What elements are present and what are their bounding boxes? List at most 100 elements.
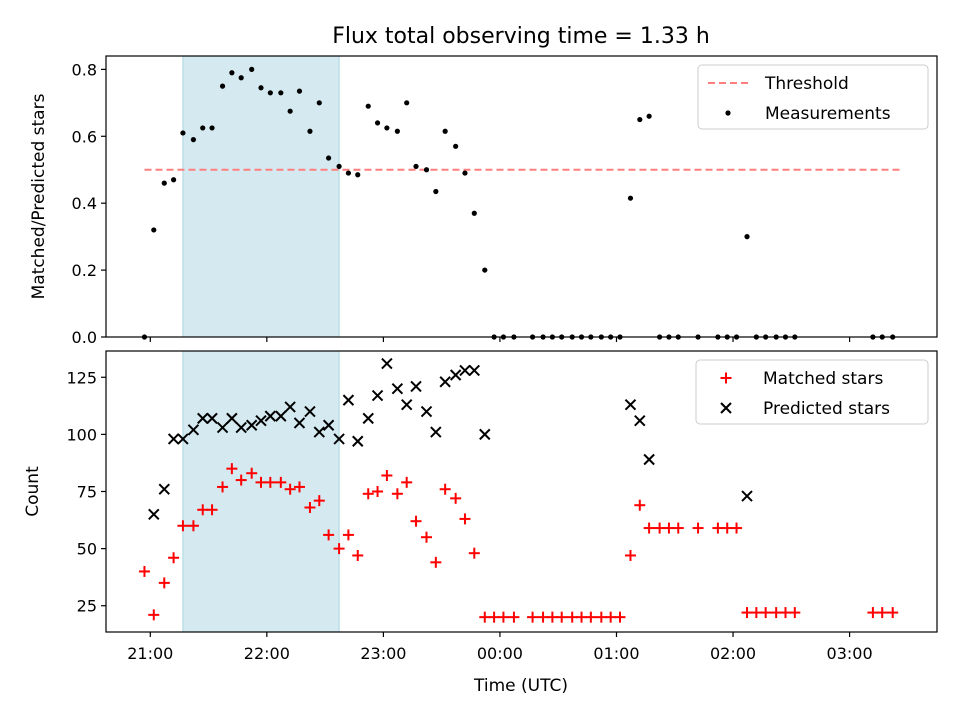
data-point — [381, 357, 393, 370]
data-point — [249, 66, 255, 72]
data-point — [410, 380, 422, 393]
y-tick-label: 0.2 — [72, 261, 97, 280]
data-point — [190, 137, 197, 143]
data-point — [471, 210, 477, 216]
y-tick-label: 25 — [77, 597, 97, 616]
data-point — [391, 382, 404, 395]
data-point — [637, 116, 643, 123]
shaded-observing-span — [182, 55, 340, 338]
data-point — [264, 410, 277, 422]
legend-item: Measurements — [725, 104, 891, 124]
y-tick-label: 0.4 — [72, 194, 97, 213]
data-point — [316, 100, 322, 106]
marker-stroke-b — [206, 412, 218, 425]
marker-stroke-b — [313, 426, 325, 438]
data-point — [459, 364, 471, 377]
marker-stroke-b — [245, 419, 258, 431]
data-point — [245, 419, 258, 431]
data-point — [433, 188, 439, 195]
data-point — [384, 125, 390, 131]
data-point — [634, 414, 646, 427]
data-point — [235, 421, 247, 434]
marker-stroke-b — [720, 402, 732, 414]
data-point — [323, 529, 335, 541]
y-tick-label: 125 — [66, 368, 97, 387]
x-tick-label: 03:00 — [827, 644, 873, 663]
data-point — [235, 474, 247, 486]
legend-label: Measurements — [765, 104, 891, 124]
marker-stroke-b — [410, 380, 422, 393]
data-point — [197, 412, 209, 425]
data-point — [293, 481, 305, 493]
data-point — [410, 515, 422, 527]
data-point — [326, 155, 332, 161]
data-point — [420, 405, 433, 418]
data-point — [177, 520, 189, 532]
data-point — [566, 611, 578, 623]
data-point — [278, 90, 284, 96]
marker-stroke-b — [293, 417, 306, 429]
data-point — [372, 486, 384, 497]
y-axis-label: Count — [23, 466, 43, 517]
data-point — [258, 85, 264, 91]
data-point — [462, 170, 468, 176]
data-point — [177, 433, 189, 445]
data-point — [255, 414, 267, 427]
data-point — [497, 611, 509, 623]
data-point — [168, 552, 180, 564]
data-point — [741, 490, 753, 502]
data-point — [750, 607, 762, 619]
data-point — [264, 476, 276, 488]
data-point — [643, 453, 655, 466]
y-tick-label: 0.8 — [72, 60, 97, 79]
data-point — [468, 364, 481, 377]
figure-title: Flux total observing time = 1.33 h — [332, 24, 710, 49]
marker-stroke-b — [381, 357, 393, 370]
data-point — [663, 522, 675, 534]
data-point — [161, 180, 167, 186]
data-point — [760, 607, 772, 619]
data-point — [404, 100, 410, 106]
data-point — [371, 389, 384, 402]
data-point — [304, 501, 316, 513]
legend-frame — [695, 359, 929, 425]
data-point — [770, 607, 782, 619]
data-point — [206, 412, 218, 425]
data-point — [789, 607, 801, 619]
data-point — [391, 488, 403, 500]
data-point — [744, 234, 750, 240]
data-point — [413, 163, 419, 169]
data-point — [468, 547, 480, 559]
data-point — [226, 463, 238, 475]
data-point — [450, 492, 462, 504]
y-axis-label: Matched/Predicted stars — [29, 93, 49, 299]
axes-frame — [105, 55, 938, 338]
marker-stroke-b — [342, 394, 355, 406]
x-tick-label: 01:00 — [593, 644, 639, 663]
data-point — [605, 611, 617, 623]
marker-stroke-b — [439, 376, 451, 388]
data-point — [449, 369, 462, 381]
marker-stroke-b — [275, 410, 287, 422]
data-point — [151, 227, 157, 233]
bottom-panel-counts: 25 50 75 100 125 21:00 22:00 23:00 00:00 01:00 02:… — [23, 350, 938, 663]
data-point — [421, 531, 433, 543]
data-point — [206, 504, 218, 516]
y-tick-label: 50 — [77, 540, 97, 559]
marker-stroke-b — [148, 508, 160, 521]
legend-item: Threshold — [708, 74, 849, 94]
data-point — [537, 611, 549, 623]
legend: Matched stars Predicted stars — [695, 359, 929, 425]
data-point — [158, 483, 170, 495]
marker-stroke-b — [468, 364, 481, 377]
data-point — [453, 143, 459, 149]
marker-stroke-b — [226, 412, 238, 425]
data-point — [219, 83, 226, 89]
data-point — [634, 499, 646, 511]
data-point — [313, 495, 325, 507]
legend-label: Threshold — [764, 74, 849, 94]
legend-item: Predicted stars — [720, 399, 890, 419]
marker-stroke-b — [333, 433, 345, 445]
marker-stroke-b — [158, 483, 170, 495]
